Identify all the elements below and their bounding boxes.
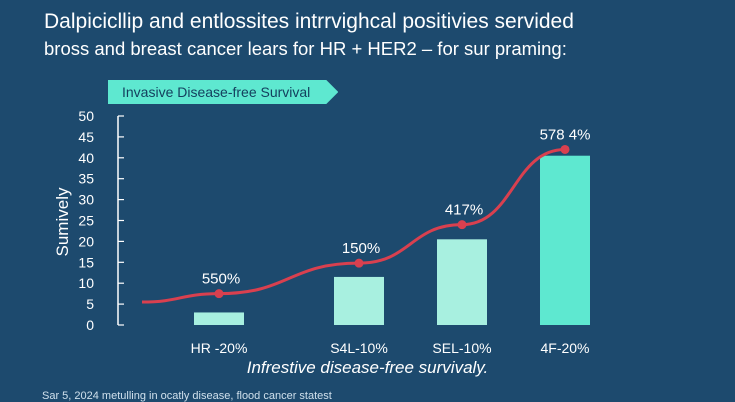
trend-point-label: 417%: [445, 202, 483, 219]
trend-point: [214, 289, 224, 299]
bar: [437, 239, 487, 325]
title-line-2: bross and breast cancer lears for HR + H…: [44, 35, 724, 62]
y-tick-label: 10: [78, 275, 94, 291]
y-axis-label: Sumively: [53, 187, 72, 256]
y-tick-label: 50: [78, 108, 94, 124]
x-axis-label: Infrestive disease-free survivaly.: [246, 358, 489, 377]
source-footnote: Sar 5, 2024 metulling in ocatly disease,…: [42, 390, 332, 402]
y-tick-label: 15: [78, 254, 94, 270]
chart-badge: Invasive Disease-free Survival: [108, 80, 338, 104]
title-line-2-rest: for HR + HER2 – for sur praming:: [287, 38, 567, 59]
y-tick-label: 0: [86, 317, 94, 333]
bar: [334, 276, 384, 325]
x-tick-label: HR -20%: [191, 340, 248, 356]
trend-point: [560, 144, 570, 154]
trend-point-label: 578 4%: [540, 126, 591, 143]
trend-point: [354, 258, 364, 268]
y-tick-label: 25: [78, 213, 94, 229]
chart-title: Dalpicicllip and entlossites intrrvighca…: [44, 8, 724, 62]
bar: [194, 312, 244, 325]
trend-point: [457, 220, 467, 230]
y-tick-label: 5: [86, 296, 94, 312]
y-tick-label: 45: [78, 129, 94, 145]
x-tick-label: S4L-10%: [330, 340, 388, 356]
bar: [540, 155, 590, 325]
y-tick-label: 35: [78, 171, 94, 187]
trend-point-label: 550%: [202, 271, 240, 288]
title-line-2-main: bross and breast cancer lears: [44, 38, 288, 59]
x-tick-label: SEL-10%: [432, 340, 491, 356]
y-tick-label: 20: [78, 233, 94, 249]
title-line-1: Dalpicicllip and entlossites intrrvighca…: [44, 10, 574, 33]
y-tick-label: 30: [78, 192, 94, 208]
y-tick-label: 40: [78, 150, 94, 166]
trend-point-label: 150%: [342, 240, 380, 257]
x-tick-label: 4F-20%: [540, 340, 589, 356]
